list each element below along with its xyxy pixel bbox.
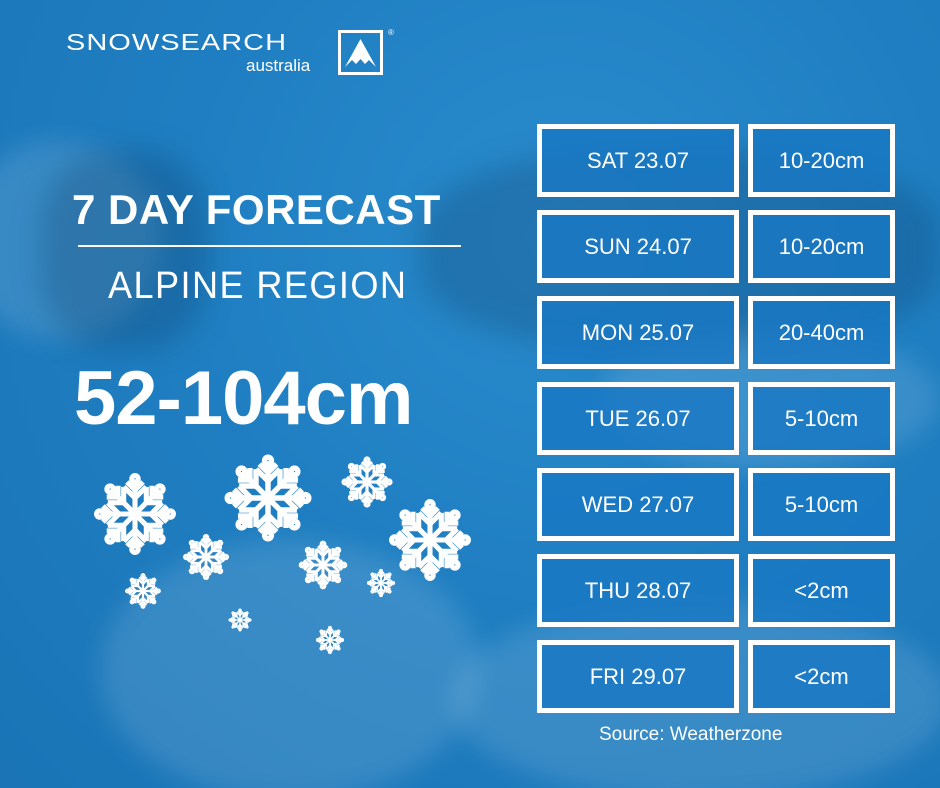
snowsearch-logo: SNOWSEARCH australia ® bbox=[66, 28, 394, 75]
forecast-snowfall: <2cm bbox=[748, 640, 895, 713]
total-snowfall: 52-104cm bbox=[74, 356, 413, 441]
source-credit: Source: Weatherzone bbox=[599, 724, 783, 745]
snowflake-icon bbox=[343, 458, 391, 506]
forecast-snowfall: <2cm bbox=[748, 554, 895, 627]
snowflake-icon bbox=[184, 535, 227, 578]
logo-name: SNOWSEARCH bbox=[66, 30, 288, 56]
snowflake-icon bbox=[229, 609, 251, 631]
forecast-snowfall: 20-40cm bbox=[748, 296, 895, 369]
forecast-snowfall: 5-10cm bbox=[748, 468, 895, 541]
forecast-day: FRI 29.07 bbox=[537, 640, 739, 713]
mountain-icon bbox=[338, 30, 383, 75]
forecast-day: WED 27.07 bbox=[537, 468, 739, 541]
snowflake-icon bbox=[300, 542, 346, 588]
region-label: ALPINE REGION bbox=[108, 265, 408, 307]
snowflake-icon bbox=[368, 570, 394, 596]
forecast-day: TUE 26.07 bbox=[537, 382, 739, 455]
forecast-day: SUN 24.07 bbox=[537, 210, 739, 283]
snowflake-icon bbox=[97, 476, 174, 553]
forecast-day: THU 28.07 bbox=[537, 554, 739, 627]
forecast-snowfall: 10-20cm bbox=[748, 210, 895, 283]
snowflake-icon bbox=[227, 457, 309, 539]
page-title: 7 DAY FORECAST bbox=[72, 186, 441, 233]
divider bbox=[78, 245, 461, 247]
forecast-day: MON 25.07 bbox=[537, 296, 739, 369]
forecast-snowfall: 10-20cm bbox=[748, 124, 895, 197]
snowflake-icon bbox=[317, 627, 343, 653]
forecast-day: SAT 23.07 bbox=[537, 124, 739, 197]
logo-sub: australia bbox=[246, 56, 311, 75]
registered-mark: ® bbox=[388, 28, 394, 37]
snowflake-icon bbox=[126, 574, 160, 608]
snowflake-icon bbox=[392, 502, 469, 579]
forecast-snowfall: 5-10cm bbox=[748, 382, 895, 455]
